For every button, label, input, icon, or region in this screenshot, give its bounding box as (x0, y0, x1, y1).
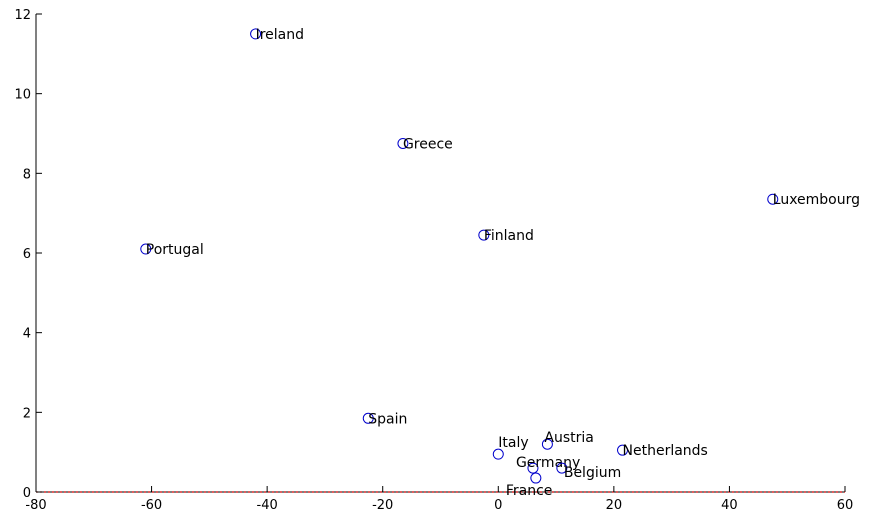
data-point-italy (492, 448, 504, 460)
point-label-netherlands: Netherlands (623, 443, 708, 459)
point-label-portugal: Portugal (146, 242, 204, 258)
y-tick-label: 4 (23, 327, 31, 342)
data-point-austria (541, 438, 553, 450)
data-points: Ireland Greece Luxembourg Finland Portugal Sp… (140, 27, 860, 499)
y-tick-label: 0 (23, 486, 31, 501)
y-tick-label: 2 (23, 406, 31, 421)
y-tick-label: 8 (23, 167, 31, 182)
data-point-netherlands (617, 444, 629, 456)
data-point-portugal (140, 243, 152, 255)
point-label-ireland: Ireland (256, 27, 304, 43)
data-point-ireland (250, 28, 262, 40)
x-tick-label: 60 (837, 498, 854, 513)
y-tick-label: 10 (14, 88, 31, 103)
x-tick-label: -20 (372, 498, 393, 513)
point-label-germany: Germany (516, 455, 580, 471)
data-point-france (530, 472, 542, 484)
x-tick-label: -60 (141, 498, 162, 513)
y-tick-label: 12 (14, 8, 31, 23)
data-point-greece (397, 137, 409, 149)
data-point-germany (527, 462, 539, 474)
point-label-finland: Finland (484, 228, 534, 244)
x-tick-label: 0 (494, 498, 502, 513)
x-tick-label: 20 (606, 498, 623, 513)
point-label-italy: Italy (498, 435, 528, 451)
point-label-france: France (506, 483, 553, 499)
data-point-belgium (556, 462, 568, 474)
data-point-spain (362, 412, 374, 424)
tick-marks: -80 -60 -40 -20 0 20 40 60 0 2 4 6 8 10 12 (14, 8, 853, 513)
point-label-greece: Greece (403, 136, 453, 152)
x-tick-label: -80 (25, 498, 46, 513)
point-label-spain: Spain (368, 411, 407, 427)
x-tick-label: -40 (257, 498, 278, 513)
y-tick-label: 6 (23, 247, 31, 262)
point-label-belgium: Belgium (564, 465, 621, 481)
data-point-luxembourg (767, 193, 779, 205)
data-point-finland (478, 229, 490, 241)
point-label-austria: Austria (544, 430, 593, 446)
point-label-luxembourg: Luxembourg (773, 192, 860, 208)
x-tick-label: 40 (721, 498, 738, 513)
